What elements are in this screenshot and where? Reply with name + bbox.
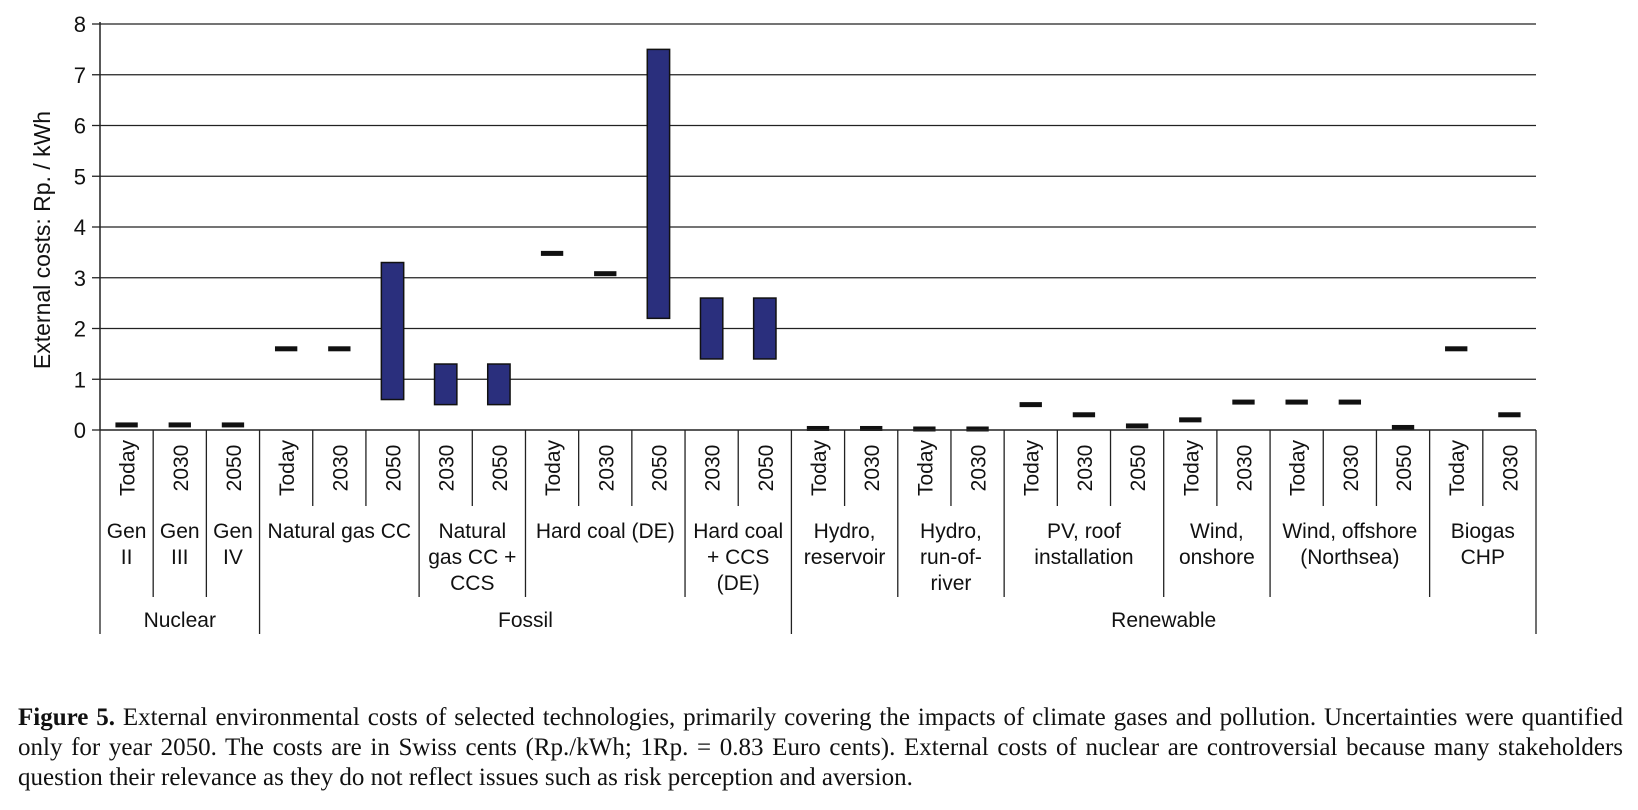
y-axis-ticks: 0 1 2 3 4 5 6 7 8 [74,12,100,443]
value-marker [860,425,883,431]
year-label: 2030 [861,445,884,492]
range-bar [699,297,724,360]
year-label: 2050 [489,445,512,492]
year-label: 2030 [436,445,459,492]
group-label: Fossil [498,609,553,632]
year-label: 2030 [329,445,352,492]
year-label: 2050 [1393,445,1416,492]
year-label: Today [1446,439,1469,496]
y-tick-label: 6 [74,114,86,139]
value-marker [221,422,245,428]
year-label: 2030 [170,445,193,492]
year-label: Today [1287,439,1310,496]
range-bar [486,363,511,406]
y-tick-label: 2 [74,317,86,342]
group-label: Nuclear [144,609,216,632]
year-label: Today [808,439,831,496]
year-label: Today [276,439,299,496]
range-bar [646,48,671,320]
year-label: 2030 [595,445,618,492]
technology-label: Wind, offshore (Northsea) [1282,520,1417,569]
year-label: 2030 [1233,445,1256,492]
technology-label: Gen II [107,520,147,569]
year-label: 2050 [1127,445,1150,492]
technology-label: PV, roof installation [1034,520,1133,569]
year-label: 2050 [223,445,246,492]
technology-label: Hydro, run-of-river [920,520,982,595]
value-marker [594,271,617,277]
value-marker [1498,412,1521,418]
year-label: Today [1180,439,1203,496]
technology-label: Hard coal (DE) [536,520,675,543]
technology-label: Gen III [160,520,200,569]
year-label: 2030 [1340,445,1363,492]
caption-label: Figure 5. [18,704,115,731]
technology-label: Natural gas CC [268,520,412,543]
y-tick-label: 4 [74,215,86,240]
y-axis-title: External costs: Rp. / kWh [29,111,55,369]
value-marker [328,346,351,352]
range-bar [752,297,777,360]
technology-label: Hydro, reservoir [804,520,886,569]
year-label: Today [914,439,937,496]
value-marker [1285,399,1308,405]
value-marker [806,425,830,431]
value-marker [115,422,138,428]
figure-caption: Figure 5. External environmental costs o… [18,703,1623,793]
y-tick-label: 3 [74,266,86,291]
year-label: 2050 [648,445,671,492]
y-tick-label: 0 [74,418,86,443]
year-label: 2050 [755,445,778,492]
group-label: Renewable [1111,609,1216,632]
value-marker [966,426,989,432]
range-bar [433,363,458,406]
year-label: Today [117,439,140,496]
value-marker [540,250,564,256]
value-marker [1019,402,1042,408]
y-tick-label: 7 [74,63,86,88]
year-label: 2030 [968,445,991,492]
value-marker [168,422,191,428]
value-marker [1072,412,1096,418]
axes [99,22,1537,634]
value-marker [913,426,936,432]
technology-label: Gen IV [213,520,253,569]
value-marker [1445,346,1468,352]
y-tick-label: 1 [74,367,86,392]
value-marker [274,346,298,352]
y-tick-label: 5 [74,164,86,189]
caption-text: External environmental costs of selected… [18,704,1624,791]
year-label: 2030 [1499,445,1522,492]
bars [115,48,1521,432]
x-axis-labels: Today 2030 2050 Today 2030 2050 2030 2050 Today 2… [107,439,1523,632]
value-marker [1338,399,1362,405]
value-marker [1391,424,1415,430]
year-label: Today [542,439,565,496]
technology-label: Wind, onshore [1179,520,1255,569]
technology-label: Natural gas CC + CCS [428,520,516,595]
year-label: 2050 [383,445,406,492]
year-label: Today [1021,439,1044,496]
technology-label: Hard coal + CCS (DE) [693,520,783,595]
range-bar [380,261,405,401]
year-label: 2030 [1074,445,1097,492]
y-tick-label: 8 [74,12,86,37]
grid-lines [100,23,1536,380]
value-marker [1125,423,1149,429]
technology-label: Biogas CHP [1451,520,1515,569]
value-marker [1232,399,1255,405]
value-marker [1179,417,1202,423]
external-costs-chart: 0 1 2 3 4 5 6 7 8 Today 2030 2050 Today 2030 2050 2030… [29,12,1537,634]
year-label: 2030 [702,445,725,492]
